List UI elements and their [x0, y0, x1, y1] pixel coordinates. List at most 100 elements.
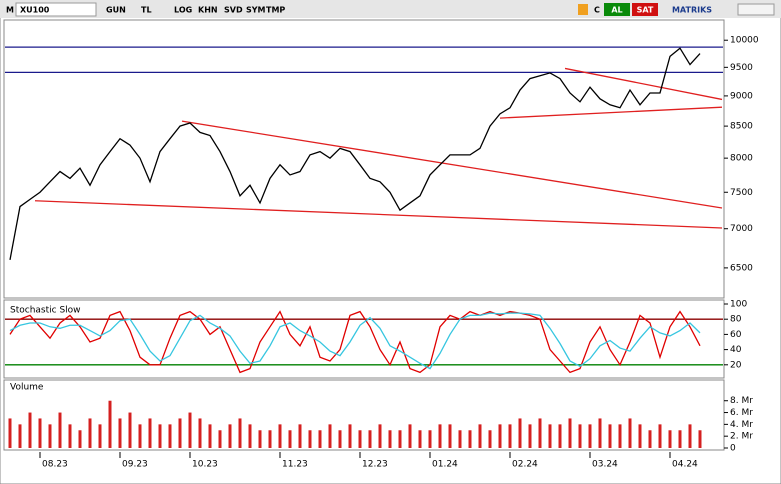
- volume-bar: [308, 430, 312, 448]
- window-controls[interactable]: [737, 3, 775, 16]
- trend-line: [564, 67, 723, 101]
- volume-bar: [608, 424, 612, 448]
- y-tick-label: 20: [730, 360, 742, 370]
- volume-bar: [238, 418, 242, 448]
- volume-bar: [208, 424, 212, 448]
- y-tick-label: 9500: [730, 63, 753, 73]
- y-tick-label: 7500: [730, 188, 753, 198]
- x-tick-label: 02.24: [512, 460, 538, 470]
- y-tick-label: 9000: [730, 91, 753, 101]
- volume-bar: [318, 430, 322, 448]
- x-tick-label: 03.24: [592, 460, 618, 470]
- y-tick-label: 6500: [730, 263, 753, 273]
- volume-bar: [438, 424, 442, 448]
- volume-bar: [118, 418, 122, 448]
- toolbar-button[interactable]: KHN: [198, 6, 218, 15]
- y-tick-label: 8. Mr: [730, 396, 753, 406]
- volume-bar: [198, 418, 202, 448]
- volume-bar: [68, 424, 72, 448]
- volume-bar: [298, 424, 302, 448]
- brand: MATRIKS: [672, 6, 712, 15]
- volume-bar: [638, 424, 642, 448]
- toolbar-button[interactable]: LOG: [174, 6, 192, 15]
- volume-title: Volume: [10, 383, 44, 393]
- volume-bar: [328, 424, 332, 448]
- x-tick-label: 09.23: [122, 460, 148, 470]
- volume-bar: [268, 430, 272, 448]
- volume-bar: [388, 430, 392, 448]
- volume-bar: [428, 430, 432, 448]
- y-tick-label: 8500: [730, 122, 753, 132]
- volume-bar: [628, 418, 632, 448]
- volume-panel: [3, 379, 725, 451]
- edit-icon[interactable]: [578, 4, 588, 15]
- trend-line: [499, 106, 723, 119]
- x-tick-label: 11.23: [282, 460, 308, 470]
- toolbar-buttons: GUN TL LOG KHN SVD SYM TMP: [106, 6, 285, 15]
- volume-bar: [418, 430, 422, 448]
- volume-bar: [28, 412, 32, 448]
- y-tick-label: 0: [730, 444, 736, 454]
- volume-bar: [398, 430, 402, 448]
- volume-bar: [158, 424, 162, 448]
- y-tick-label: 8000: [730, 154, 753, 164]
- volume-bar: [108, 400, 112, 448]
- volume-bar: [168, 424, 172, 448]
- volume-bar: [468, 430, 472, 448]
- volume-bar: [508, 424, 512, 448]
- toolbar-button[interactable]: SVD: [224, 6, 243, 15]
- symbol-box[interactable]: [15, 2, 97, 17]
- volume-bar: [228, 424, 232, 448]
- toolbar-button[interactable]: TL: [141, 6, 152, 15]
- symbol-prefix: M: [6, 6, 14, 15]
- volume-bar: [258, 430, 262, 448]
- c-button[interactable]: C: [594, 6, 600, 15]
- volume-bar: [348, 424, 352, 448]
- stochastic-panel: [3, 299, 725, 379]
- y-tick-label: 40: [730, 345, 742, 355]
- volume-bar: [668, 430, 672, 448]
- y-tick-label: 60: [730, 330, 742, 340]
- volume-bar: [698, 430, 702, 448]
- stochastic-title: Stochastic Slow: [10, 306, 81, 316]
- volume-bar: [8, 418, 12, 448]
- volume-bar: [338, 430, 342, 448]
- volume-bar: [88, 418, 92, 448]
- volume-bar: [128, 412, 132, 448]
- volume-bar: [358, 430, 362, 448]
- volume-bar: [278, 424, 282, 448]
- x-tick-label: 04.24: [672, 460, 698, 470]
- y-tick-label: 10000: [730, 36, 759, 46]
- volume-bar: [188, 412, 192, 448]
- trend-line: [34, 200, 723, 229]
- volume-bar: [688, 424, 692, 448]
- volume-bar: [138, 424, 142, 448]
- y-tick-label: 100: [730, 300, 747, 310]
- buy-bg[interactable]: [604, 3, 630, 16]
- toolbar-button[interactable]: GUN: [106, 6, 126, 15]
- y-tick-label: 80: [730, 315, 742, 325]
- toolbar-button[interactable]: TMP: [266, 6, 285, 15]
- volume-bar: [178, 418, 182, 448]
- price-panel: [3, 19, 725, 299]
- volume-bar: [18, 424, 22, 448]
- volume-bar: [78, 430, 82, 448]
- volume-bar: [488, 430, 492, 448]
- sell-bg[interactable]: [632, 3, 658, 16]
- volume-bar: [288, 430, 292, 448]
- volume-bar: [148, 418, 152, 448]
- symbol: XU100: [20, 6, 50, 15]
- sell-button[interactable]: SAT: [637, 6, 654, 15]
- y-tick-label: 4. Mr: [730, 420, 753, 430]
- toolbar-button[interactable]: SYM: [246, 6, 266, 15]
- x-tick-label: 08.23: [42, 460, 68, 470]
- series-line: [9, 47, 701, 260]
- volume-bar: [648, 430, 652, 448]
- volume-bar: [528, 424, 532, 448]
- y-tick-label: 6. Mr: [730, 408, 753, 418]
- x-tick-label: 01.24: [432, 460, 458, 470]
- volume-bar: [548, 424, 552, 448]
- volume-bar: [658, 424, 662, 448]
- buy-button[interactable]: AL: [611, 6, 622, 15]
